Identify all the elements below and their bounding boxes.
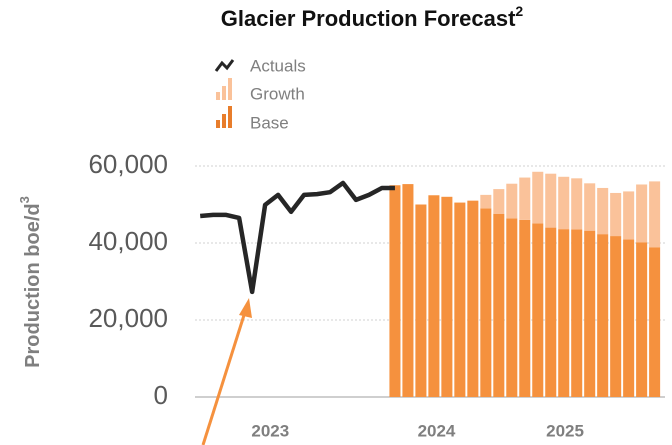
y-tick-label: 0	[154, 380, 168, 410]
actuals-line	[199, 180, 395, 295]
bar-segment	[480, 208, 492, 397]
bar-segment	[493, 213, 505, 397]
bar-segment	[480, 194, 492, 209]
legend-icon-actuals	[214, 59, 235, 72]
bar-segment	[623, 239, 635, 397]
bar-segment	[558, 176, 570, 230]
y-label-note: 3	[17, 196, 32, 203]
title-text: Glacier Production Forecast	[221, 6, 516, 31]
bar-segment	[623, 191, 635, 240]
bar-segment	[415, 204, 427, 397]
bar-segment	[519, 219, 531, 397]
bar-segment	[597, 187, 609, 235]
bar-segment	[389, 185, 401, 397]
arrow-head	[239, 298, 252, 318]
x-tick-label: 2023	[251, 421, 289, 440]
x-tick-label: 2025	[546, 421, 584, 440]
bar-segment	[545, 173, 557, 228]
bar-segment	[402, 184, 414, 397]
bar-segment	[519, 177, 531, 220]
y-tick-label: 60,000	[88, 149, 168, 179]
title-note: 2	[515, 3, 523, 19]
arrow-shaft	[201, 311, 247, 445]
y-axis-label: Production boe/d3	[17, 196, 44, 368]
y-tick-label: 40,000	[88, 226, 168, 256]
legend-label: Base	[250, 113, 289, 132]
bar-segment	[597, 234, 609, 397]
legend: Actuals Growth Base	[214, 56, 306, 132]
plot-area: 0 20,000 40,000 60,000 2023 2024 2025	[88, 149, 665, 440]
legend-label: Growth	[250, 84, 305, 103]
bar-segment	[454, 202, 466, 397]
legend-label: Actuals	[250, 56, 306, 75]
y-label-text: Production boe/d	[22, 203, 44, 367]
bar-segment	[532, 171, 544, 224]
bar-segment	[584, 183, 596, 231]
annotation-arrow	[201, 298, 252, 445]
legend-icon-base	[216, 106, 232, 128]
bar-segment	[584, 230, 596, 397]
bar-segment	[610, 192, 622, 237]
bar-segment	[571, 178, 583, 230]
bar-segment	[545, 227, 557, 397]
bar-segment	[506, 218, 518, 397]
bar-segment	[467, 200, 479, 397]
bar-segment	[649, 247, 661, 397]
bar-segment	[441, 196, 453, 397]
bar-segment	[636, 242, 648, 397]
chart-title: Glacier Production Forecast2	[221, 3, 524, 31]
bar-segment	[571, 229, 583, 397]
y-tick-label: 20,000	[88, 303, 168, 333]
x-tick-label: 2024	[418, 421, 456, 440]
bar-segment	[610, 236, 622, 397]
bar-segment	[636, 184, 648, 243]
bar-segment	[532, 223, 544, 397]
bar-segment	[558, 229, 570, 397]
bar-segment	[493, 189, 505, 214]
legend-icon-growth	[216, 78, 232, 100]
bar-segment	[428, 195, 440, 397]
bar-segment	[649, 181, 661, 248]
bar-segment	[506, 183, 518, 219]
